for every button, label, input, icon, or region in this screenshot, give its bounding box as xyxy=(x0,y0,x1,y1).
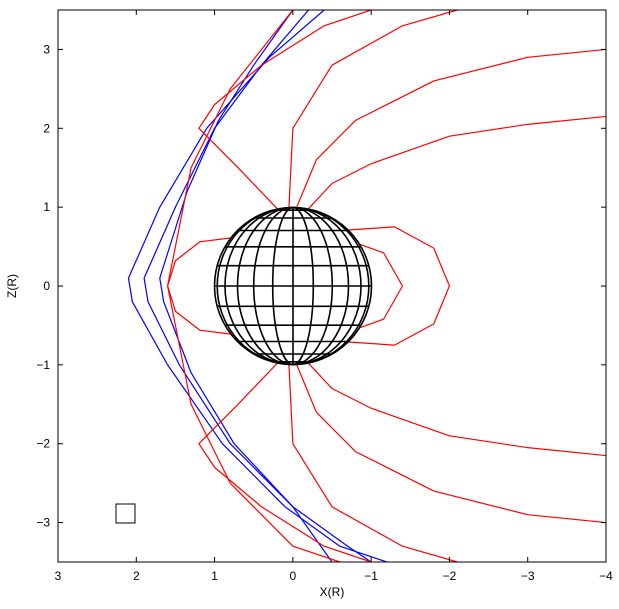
x-tick-label: 1 xyxy=(211,569,218,583)
field-line xyxy=(308,115,606,210)
y-tick-label: 3 xyxy=(43,42,50,56)
y-tick-label: 2 xyxy=(43,121,50,135)
field-line xyxy=(296,48,606,208)
marker-box xyxy=(115,503,136,524)
x-axis-label: X(R) xyxy=(320,585,345,599)
field-line xyxy=(167,237,232,335)
x-tick-label: 3 xyxy=(55,569,62,583)
field-line xyxy=(288,364,458,562)
x-tick-label: −3 xyxy=(521,569,535,583)
y-tick-label: 0 xyxy=(43,279,50,293)
field-line xyxy=(159,10,333,562)
y-tick-label: −1 xyxy=(36,358,50,372)
y-tick-label: −3 xyxy=(36,516,50,530)
field-line xyxy=(198,10,372,210)
field-line xyxy=(308,362,606,457)
x-tick-label: −2 xyxy=(443,569,457,583)
field-lines xyxy=(127,10,606,562)
y-tick-label: 1 xyxy=(43,200,50,214)
x-tick-label: 0 xyxy=(290,569,297,583)
field-line xyxy=(127,10,387,562)
y-tick-label: −2 xyxy=(36,437,50,451)
field-line xyxy=(296,364,606,524)
field-line xyxy=(143,10,372,562)
y-axis-label: Z(R) xyxy=(5,274,19,298)
x-tick-label: 2 xyxy=(133,569,140,583)
field-line xyxy=(288,10,458,208)
planet xyxy=(213,206,373,366)
field-line xyxy=(359,243,404,329)
field-line xyxy=(348,226,451,346)
field-line xyxy=(198,362,372,562)
x-tick-label: −1 xyxy=(364,569,378,583)
x-tick-label: −4 xyxy=(599,569,613,583)
field-line xyxy=(167,10,341,562)
